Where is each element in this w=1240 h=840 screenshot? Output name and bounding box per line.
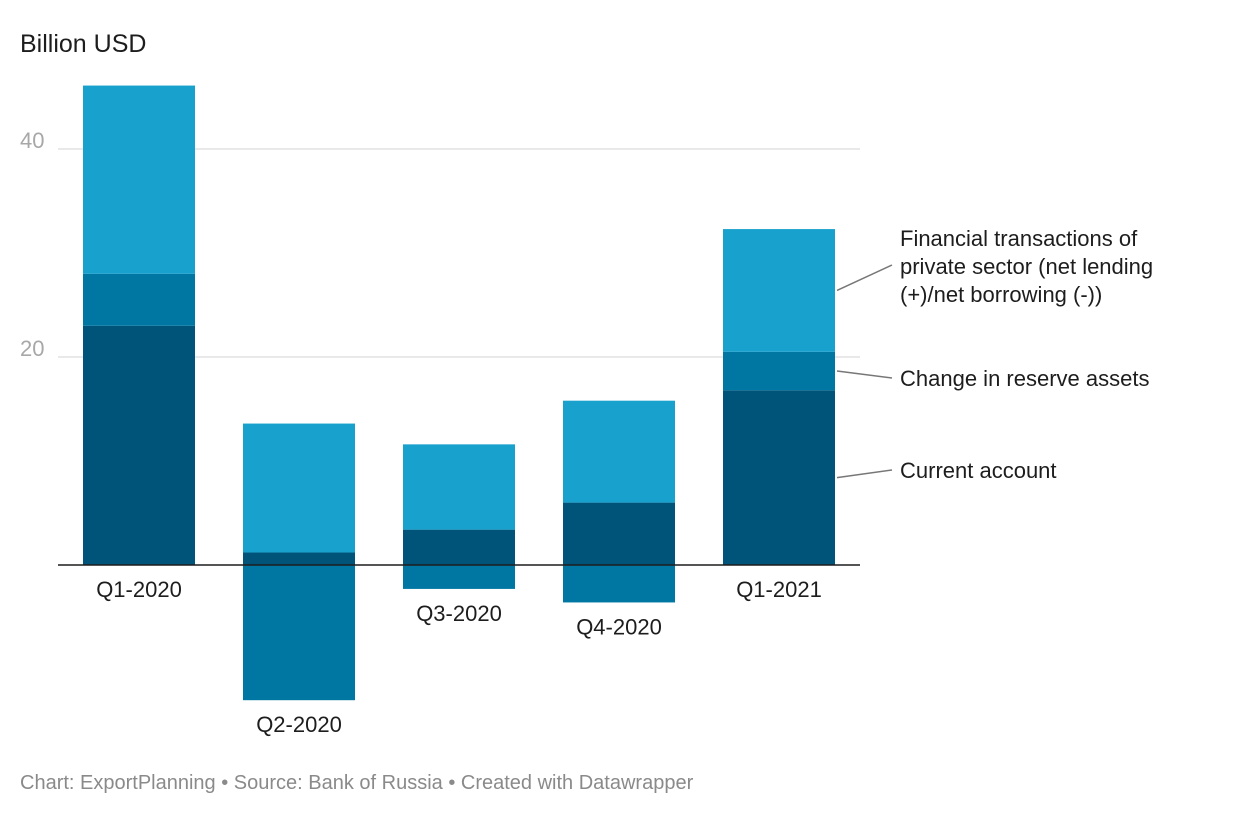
bar-Q4-2020-series-1	[563, 565, 675, 603]
bar-Q3-2020-series-1	[403, 565, 515, 589]
bar-Q1-2020-series-2	[83, 85, 195, 274]
bar-Q1-2020-series-0	[83, 325, 195, 565]
bar-Q1-2021-series-0	[723, 390, 835, 565]
chart-footer: Chart: ExportPlanning • Source: Bank of …	[20, 772, 694, 794]
bar-Q4-2020-series-2	[563, 400, 675, 503]
bar-Q2-2020-series-2	[243, 423, 355, 553]
bar-Q1-2021-series-1	[723, 351, 835, 391]
legend: Current account Change in reserve assets F…	[836, 226, 1153, 483]
y-unit-label: Billion USD	[20, 30, 147, 58]
legend-leader-1	[836, 370, 893, 379]
bar-Q3-2020-series-2	[403, 444, 515, 530]
bar-Q2-2020-series-0	[243, 552, 355, 565]
legend-leader-2	[836, 264, 893, 292]
bar-Q2-2020-series-1	[243, 565, 355, 701]
category-label-Q1-2021: Q1-2021	[736, 577, 822, 602]
category-label-Q2-2020: Q2-2020	[256, 712, 342, 737]
bar-Q1-2020-series-1	[83, 273, 195, 326]
y-tick-label-20: 20	[20, 336, 44, 361]
y-tick-label-40: 40	[20, 128, 44, 153]
bar-Q3-2020-series-0	[403, 529, 515, 565]
bar-Q4-2020-series-0	[563, 502, 675, 565]
legend-leader-0	[836, 469, 893, 479]
category-label-Q1-2020: Q1-2020	[96, 577, 182, 602]
legend-label-0: Current account	[900, 458, 1057, 483]
category-label-Q3-2020: Q3-2020	[416, 601, 502, 626]
category-label-Q4-2020: Q4-2020	[576, 614, 662, 639]
category-labels: Q1-2020 Q2-2020 Q3-2020 Q4-2020 Q1-2021	[96, 577, 822, 737]
bars	[83, 85, 835, 701]
legend-label-1: Change in reserve assets	[900, 366, 1149, 391]
bar-Q1-2021-series-2	[723, 229, 835, 352]
legend-label-2: Financial transactions of private sector …	[900, 226, 1153, 307]
